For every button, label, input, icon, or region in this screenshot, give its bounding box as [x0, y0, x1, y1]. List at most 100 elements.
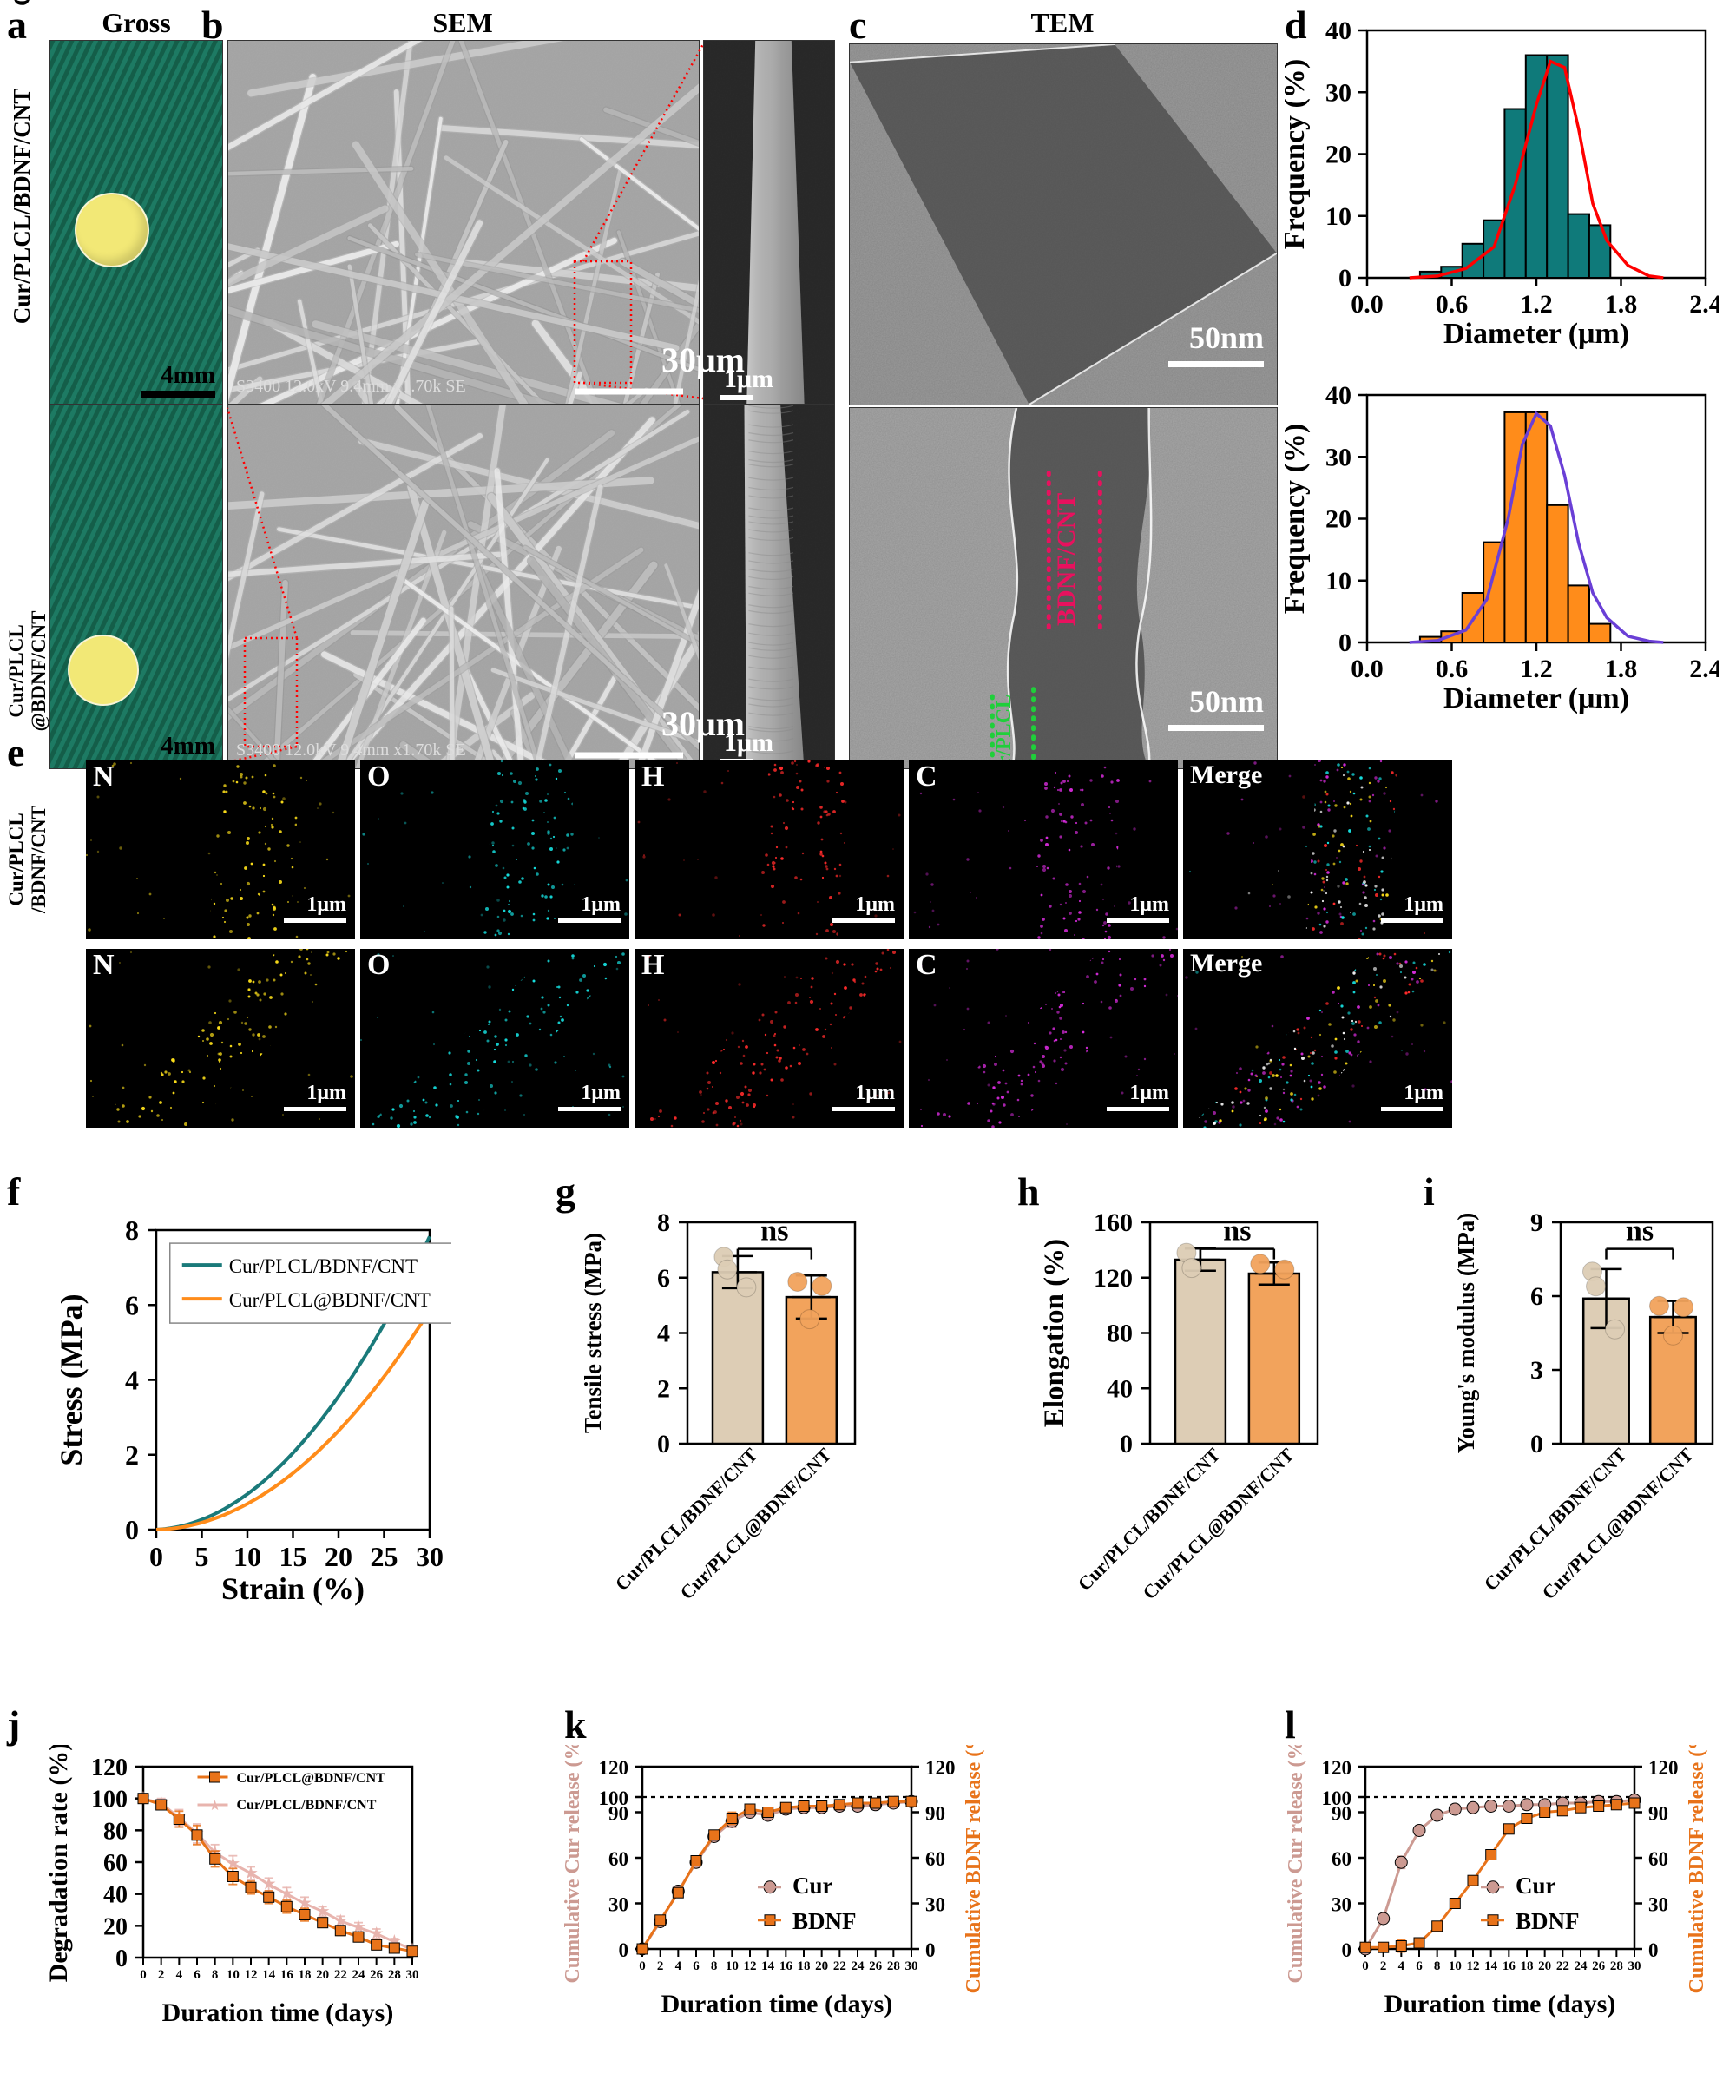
svg-text:28: 28 — [388, 1968, 401, 1982]
svg-text:0: 0 — [1530, 1430, 1543, 1457]
svg-text:20: 20 — [1325, 505, 1351, 534]
svg-text:6: 6 — [1530, 1282, 1543, 1311]
svg-text:Frequency (%): Frequency (%) — [1285, 59, 1311, 249]
svg-text:Tensile stress (MPa): Tensile stress (MPa) — [580, 1233, 606, 1433]
svg-text:26: 26 — [1592, 1959, 1606, 1973]
svg-text:10: 10 — [1449, 1959, 1462, 1973]
svg-text:Cumulative Cur release (%): Cumulative Cur release (%) — [1285, 1745, 1307, 1984]
svg-text:12: 12 — [744, 1959, 757, 1973]
svg-text:Diameter (μm): Diameter (μm) — [1443, 318, 1629, 350]
svg-text:9: 9 — [1530, 1208, 1543, 1237]
svg-text:Diameter (μm): Diameter (μm) — [1443, 682, 1629, 714]
svg-text:120: 120 — [925, 1757, 956, 1779]
svg-text:16: 16 — [1503, 1959, 1516, 1973]
svg-text:120: 120 — [599, 1757, 629, 1779]
svg-text:ns: ns — [1223, 1215, 1251, 1247]
svg-text:Cur/PLCL/BDNF/CNT: Cur/PLCL/BDNF/CNT — [229, 1255, 418, 1277]
svg-text:Frequency (%): Frequency (%) — [1285, 424, 1311, 614]
svg-text:14: 14 — [761, 1959, 775, 1973]
svg-text:0: 0 — [1338, 629, 1351, 657]
svg-text:25: 25 — [371, 1541, 398, 1572]
svg-text:24: 24 — [1575, 1959, 1588, 1973]
svg-text:60: 60 — [925, 1848, 945, 1870]
svg-text:80: 80 — [103, 1818, 128, 1845]
svg-text:100: 100 — [91, 1787, 128, 1814]
svg-text:24: 24 — [852, 1959, 865, 1973]
svg-text:0: 0 — [115, 1945, 128, 1972]
svg-text:ns: ns — [1626, 1215, 1654, 1247]
svg-text:80: 80 — [1107, 1320, 1133, 1348]
svg-text:Cur/PLCL@BDNF/CNT: Cur/PLCL@BDNF/CNT — [229, 1289, 431, 1311]
svg-text:0: 0 — [1342, 1939, 1352, 1961]
svg-text:0: 0 — [657, 1430, 670, 1457]
svg-text:20: 20 — [103, 1913, 128, 1940]
svg-text:16: 16 — [280, 1968, 294, 1982]
svg-text:4: 4 — [675, 1959, 682, 1973]
svg-text:Cur: Cur — [792, 1873, 833, 1899]
svg-text:22: 22 — [1556, 1959, 1569, 1973]
svg-text:Young's modulus (MPa): Young's modulus (MPa) — [1453, 1213, 1479, 1454]
svg-text:0: 0 — [619, 1939, 629, 1961]
svg-text:40: 40 — [1107, 1374, 1133, 1403]
svg-text:28: 28 — [887, 1959, 900, 1973]
svg-text:30: 30 — [416, 1541, 444, 1572]
svg-text:6: 6 — [125, 1289, 139, 1320]
svg-text:120: 120 — [1322, 1757, 1352, 1779]
svg-text:28: 28 — [1610, 1959, 1623, 1973]
svg-text:120: 120 — [1094, 1264, 1133, 1293]
svg-text:BDNF: BDNF — [792, 1908, 857, 1934]
svg-text:60: 60 — [608, 1848, 628, 1870]
svg-text:120: 120 — [1648, 1757, 1679, 1779]
svg-text:20: 20 — [1325, 141, 1351, 169]
svg-text:★: ★ — [208, 1799, 220, 1814]
svg-text:2: 2 — [158, 1968, 165, 1982]
svg-text:6: 6 — [1416, 1959, 1423, 1973]
svg-text:60: 60 — [103, 1850, 128, 1877]
svg-text:0.6: 0.6 — [1436, 655, 1469, 683]
svg-text:60: 60 — [1648, 1848, 1668, 1870]
svg-text:Elongation (%): Elongation (%) — [1039, 1239, 1070, 1427]
svg-text:30: 30 — [1325, 443, 1351, 471]
svg-text:1.2: 1.2 — [1520, 655, 1553, 683]
svg-text:2.4: 2.4 — [1689, 655, 1719, 683]
svg-text:0.6: 0.6 — [1436, 290, 1469, 319]
svg-text:6: 6 — [693, 1959, 700, 1973]
svg-text:0.0: 0.0 — [1351, 655, 1384, 683]
svg-text:Stress (MPa): Stress (MPa) — [61, 1294, 89, 1465]
svg-text:0: 0 — [1338, 264, 1351, 293]
svg-text:8: 8 — [212, 1968, 219, 1982]
svg-text:4: 4 — [1398, 1959, 1405, 1973]
svg-text:18: 18 — [798, 1959, 811, 1973]
svg-text:Degradation rate (%): Degradation rate (%) — [48, 1745, 73, 1982]
svg-text:Cur/PLCL@BDNF/CNT: Cur/PLCL@BDNF/CNT — [237, 1771, 386, 1786]
svg-text:30: 30 — [1648, 1894, 1668, 1916]
svg-text:10: 10 — [1325, 567, 1351, 596]
svg-text:Duration time (days): Duration time (days) — [661, 1990, 893, 2018]
svg-text:BDNF/CNT: BDNF/CNT — [1052, 493, 1081, 626]
svg-text:0: 0 — [140, 1968, 147, 1982]
svg-text:14: 14 — [1484, 1959, 1498, 1973]
svg-text:8: 8 — [657, 1208, 670, 1237]
svg-text:6: 6 — [657, 1264, 670, 1293]
svg-text:Cumulative Cur release (%): Cumulative Cur release (%) — [562, 1745, 584, 1984]
svg-text:40: 40 — [1325, 17, 1351, 45]
svg-text:0: 0 — [925, 1939, 936, 1961]
svg-text:30: 30 — [1325, 78, 1351, 107]
svg-text:BDNF: BDNF — [1516, 1908, 1580, 1934]
svg-text:30: 30 — [925, 1894, 945, 1916]
svg-text:8: 8 — [125, 1215, 139, 1246]
svg-text:0: 0 — [149, 1541, 163, 1572]
svg-text:20: 20 — [316, 1968, 329, 1982]
svg-text:18: 18 — [299, 1968, 312, 1982]
svg-text:8: 8 — [1434, 1959, 1441, 1973]
svg-text:Cur/PLCL: Cur/PLCL — [993, 695, 1016, 768]
svg-text:3: 3 — [1530, 1356, 1543, 1385]
svg-text:15: 15 — [279, 1541, 307, 1572]
svg-text:1.2: 1.2 — [1520, 290, 1553, 319]
svg-text:90: 90 — [925, 1803, 945, 1825]
svg-text:2: 2 — [1380, 1959, 1387, 1973]
svg-text:24: 24 — [352, 1968, 366, 1982]
svg-text:4: 4 — [125, 1365, 139, 1396]
svg-text:30: 30 — [608, 1894, 628, 1916]
svg-text:1.8: 1.8 — [1605, 655, 1638, 683]
